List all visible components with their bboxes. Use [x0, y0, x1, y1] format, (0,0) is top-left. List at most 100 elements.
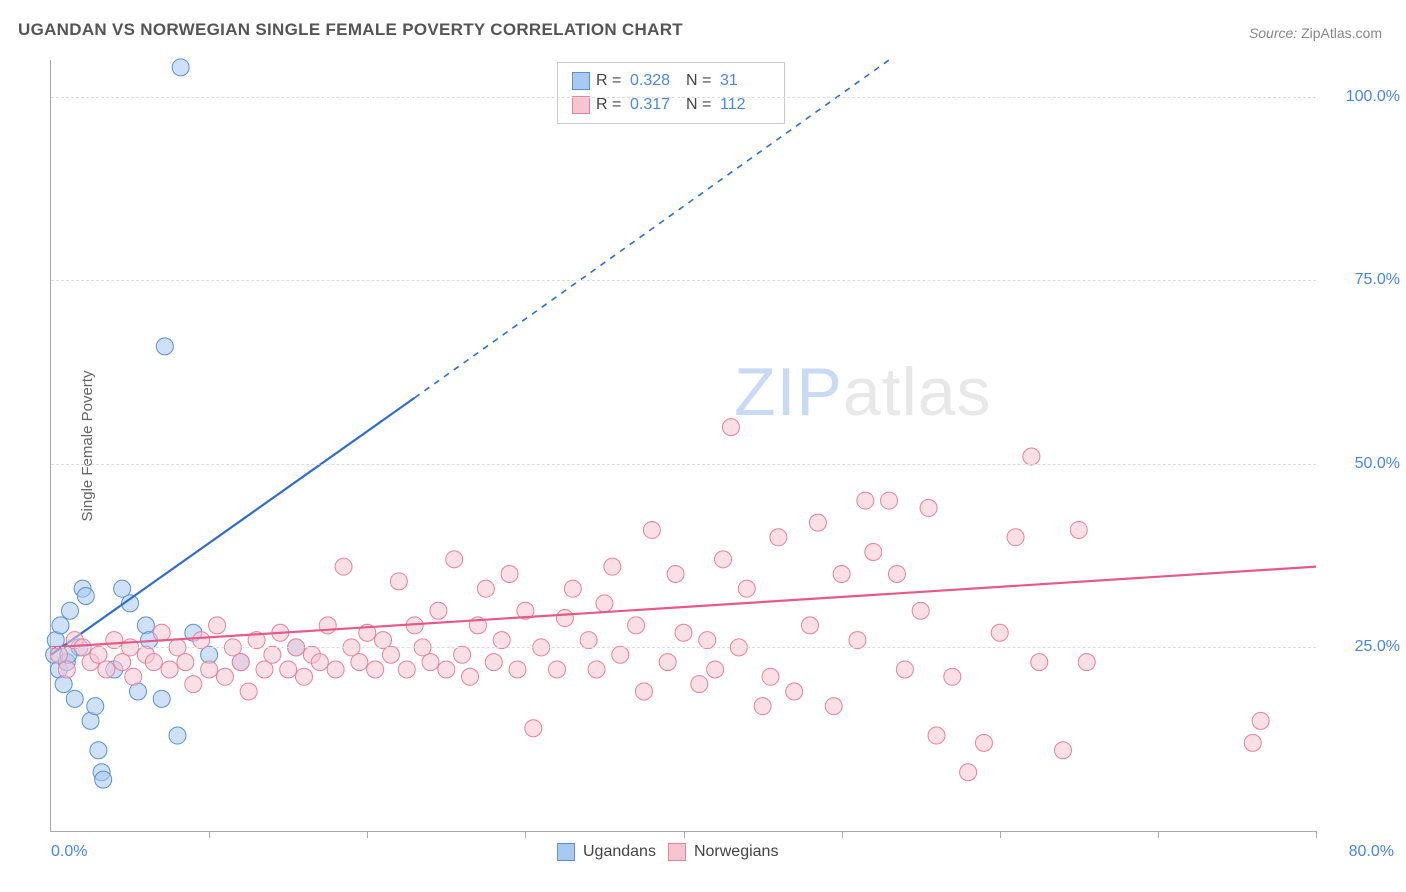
y-tick-label: 25.0% [1328, 638, 1400, 656]
data-point [153, 624, 170, 641]
source-label: Source: [1249, 25, 1297, 41]
data-point [754, 698, 771, 715]
x-tick [367, 831, 368, 838]
data-point [588, 661, 605, 678]
gridline [51, 647, 1316, 648]
data-point [98, 661, 115, 678]
data-point [351, 654, 368, 671]
data-point [61, 602, 78, 619]
data-point [145, 654, 162, 671]
data-point [1252, 712, 1269, 729]
data-point [833, 566, 850, 583]
legend-item-norwegians: Norwegians [668, 843, 778, 861]
data-point [786, 683, 803, 700]
data-point [240, 683, 257, 700]
data-point [193, 632, 210, 649]
y-tick-label: 50.0% [1328, 455, 1400, 473]
data-point [675, 624, 692, 641]
data-point [327, 661, 344, 678]
data-point [707, 661, 724, 678]
data-point [525, 720, 542, 737]
gridline [51, 464, 1316, 465]
data-point [849, 632, 866, 649]
data-point [596, 595, 613, 612]
data-point [857, 492, 874, 509]
data-point [912, 602, 929, 619]
data-point [770, 529, 787, 546]
data-point [296, 668, 313, 685]
data-point [367, 661, 384, 678]
data-point [430, 602, 447, 619]
data-point [501, 566, 518, 583]
data-point [438, 661, 455, 678]
data-point [809, 514, 826, 531]
data-point [485, 654, 502, 671]
data-point [172, 59, 189, 76]
x-tick [1316, 831, 1317, 838]
data-point [216, 668, 233, 685]
data-point [477, 580, 494, 597]
data-point [95, 771, 112, 788]
data-point [446, 551, 463, 568]
trend-line [51, 398, 415, 655]
data-point [643, 521, 660, 538]
data-point [604, 558, 621, 575]
data-point [991, 624, 1008, 641]
data-point [612, 646, 629, 663]
x-axis-min-label: 0.0% [51, 843, 87, 861]
data-point [209, 617, 226, 634]
data-point [580, 632, 597, 649]
x-tick [1158, 831, 1159, 838]
swatch-norwegians [668, 843, 686, 861]
x-tick [209, 831, 210, 838]
legend-item-ugandans: Ugandans [557, 843, 656, 861]
data-point [264, 646, 281, 663]
data-point [177, 654, 194, 671]
legend-label-norwegians: Norwegians [694, 843, 778, 861]
data-point [66, 690, 83, 707]
swatch-norwegians [572, 96, 590, 114]
data-point [556, 610, 573, 627]
data-point [462, 668, 479, 685]
data-point [201, 661, 218, 678]
chart-container: UGANDAN VS NORWEGIAN SINGLE FEMALE POVER… [0, 0, 1406, 892]
data-point [1055, 742, 1072, 759]
data-point [944, 668, 961, 685]
data-point [382, 646, 399, 663]
data-point [454, 646, 471, 663]
data-point [398, 661, 415, 678]
data-point [667, 566, 684, 583]
chart-title: UGANDAN VS NORWEGIAN SINGLE FEMALE POVER… [18, 20, 683, 40]
x-tick [684, 831, 685, 838]
data-point [920, 499, 937, 516]
data-point [960, 764, 977, 781]
data-point [390, 573, 407, 590]
data-point [185, 676, 202, 693]
r-label: R = [596, 69, 624, 93]
data-point [659, 654, 676, 671]
data-point [825, 698, 842, 715]
data-point [153, 690, 170, 707]
data-point [691, 676, 708, 693]
data-point [161, 661, 178, 678]
data-point [156, 338, 173, 355]
data-point [55, 676, 72, 693]
data-point [1023, 448, 1040, 465]
gridline [51, 97, 1316, 98]
data-point [125, 668, 142, 685]
data-point [975, 734, 992, 751]
data-point [1070, 521, 1087, 538]
data-point [715, 551, 732, 568]
data-point [232, 654, 249, 671]
plot-svg [51, 60, 1316, 831]
legend-bottom: Ugandans Norwegians [557, 843, 778, 861]
legend-row-ugandans: R = 0.328 N = 31 [572, 69, 770, 93]
data-point [738, 580, 755, 597]
data-point [280, 661, 297, 678]
data-point [509, 661, 526, 678]
data-point [549, 661, 566, 678]
gridline [51, 280, 1316, 281]
data-point [77, 588, 94, 605]
data-point [90, 742, 107, 759]
data-point [58, 661, 75, 678]
